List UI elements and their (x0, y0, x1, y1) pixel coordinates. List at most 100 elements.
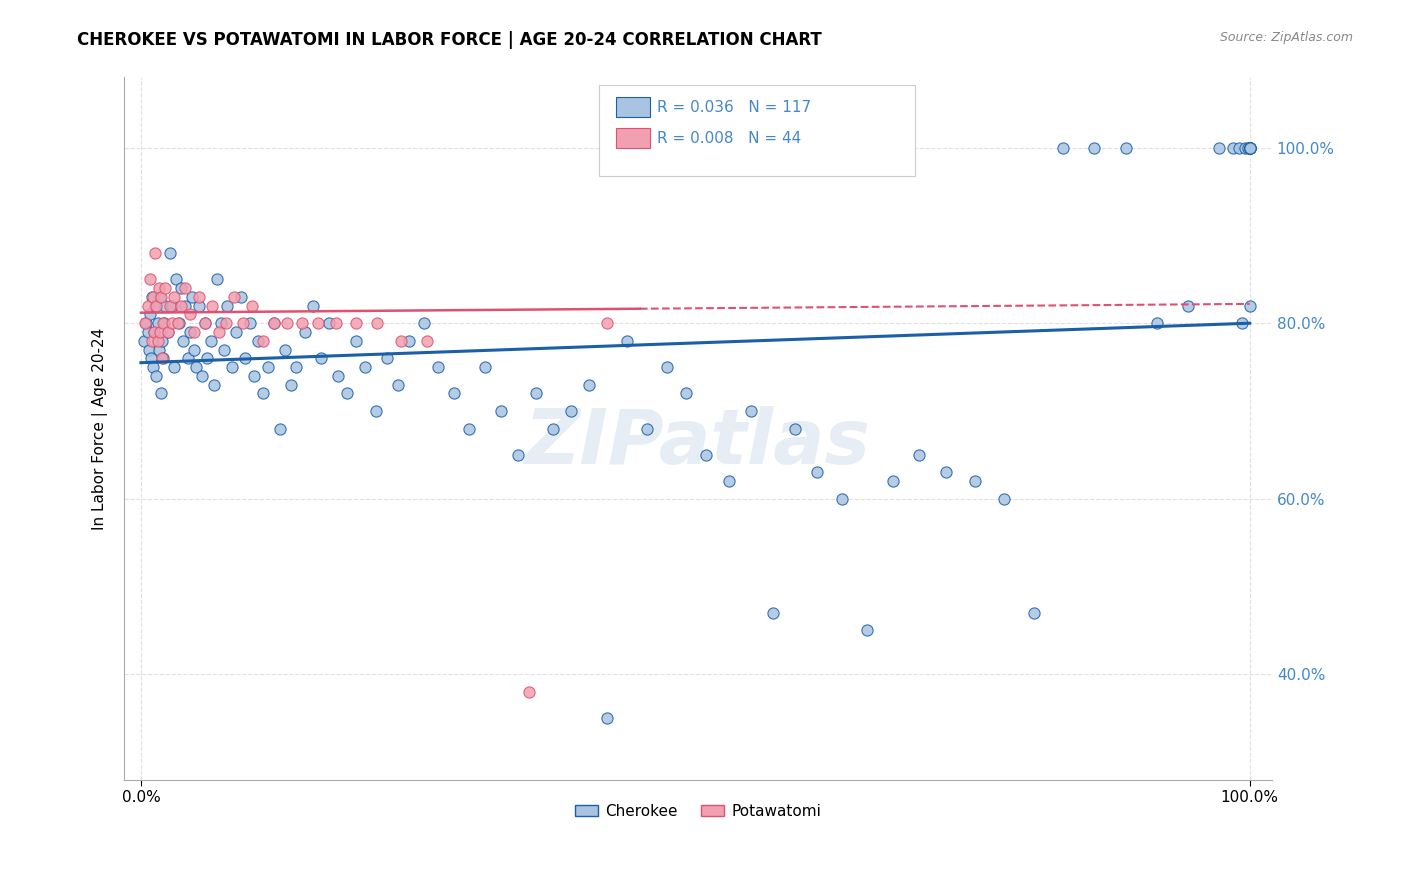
Point (207, 325, 229, 339)
Point (301, 299, 323, 313)
Point (806, 466, 828, 480)
Text: R = 0.008   N = 44: R = 0.008 N = 44 (657, 131, 801, 145)
Point (215, 316, 238, 330)
Point (1239, 141, 1261, 155)
Point (1177, 299, 1199, 313)
Point (252, 386, 274, 401)
Point (762, 606, 785, 620)
Point (146, 316, 169, 330)
Point (143, 325, 166, 339)
Point (221, 360, 243, 375)
Point (1227, 141, 1250, 155)
Point (149, 386, 172, 401)
Point (882, 474, 904, 488)
Point (222, 290, 245, 304)
Point (491, 404, 513, 418)
Point (257, 360, 280, 375)
Point (1239, 141, 1261, 155)
Text: ZIPatlas: ZIPatlas (524, 406, 872, 480)
Point (142, 290, 165, 304)
Point (187, 290, 209, 304)
Point (364, 404, 387, 418)
Point (155, 281, 177, 295)
Point (225, 325, 247, 339)
Point (1146, 316, 1168, 330)
Point (412, 316, 434, 330)
Point (274, 343, 297, 357)
Point (183, 343, 205, 357)
Point (207, 272, 229, 286)
Point (156, 325, 179, 339)
Point (963, 474, 986, 488)
Point (143, 325, 166, 339)
Point (174, 299, 197, 313)
Point (240, 299, 263, 313)
Point (183, 325, 205, 339)
Point (336, 386, 359, 401)
Legend: Cherokee, Potawatomi: Cherokee, Potawatomi (569, 797, 827, 824)
Point (176, 351, 198, 366)
Point (136, 325, 159, 339)
Point (856, 624, 879, 638)
Point (166, 316, 188, 330)
Point (831, 491, 853, 506)
Point (141, 334, 163, 348)
Point (217, 299, 239, 313)
Point (174, 281, 197, 295)
Point (717, 474, 740, 488)
Point (785, 421, 807, 435)
Point (506, 448, 529, 462)
Point (993, 491, 1015, 506)
Point (655, 360, 678, 375)
Point (149, 290, 172, 304)
Point (163, 290, 186, 304)
Point (139, 272, 162, 286)
Point (152, 316, 174, 330)
Point (243, 368, 266, 383)
Point (416, 334, 439, 348)
Point (145, 299, 167, 313)
Point (135, 316, 157, 330)
Point (524, 386, 547, 401)
Point (163, 360, 186, 375)
Text: Source: ZipAtlas.com: Source: ZipAtlas.com (1219, 31, 1353, 45)
Point (391, 334, 413, 348)
Point (201, 299, 224, 313)
Point (179, 325, 201, 339)
Point (1239, 141, 1261, 155)
Point (134, 334, 156, 348)
Point (153, 316, 176, 330)
Point (136, 299, 159, 313)
Point (443, 386, 465, 401)
Y-axis label: In Labor Force | Age 20-24: In Labor Force | Age 20-24 (93, 327, 108, 530)
Point (318, 316, 340, 330)
Point (187, 299, 209, 313)
Point (291, 316, 314, 330)
Point (159, 246, 181, 260)
Point (139, 351, 162, 366)
Point (146, 334, 169, 348)
Point (309, 351, 332, 366)
Point (141, 290, 163, 304)
Point (194, 316, 217, 330)
Point (695, 448, 717, 462)
Point (1022, 606, 1045, 620)
Point (229, 290, 252, 304)
Point (1083, 141, 1105, 155)
Point (143, 299, 166, 313)
Point (354, 360, 377, 375)
Point (209, 316, 232, 330)
Point (1230, 316, 1253, 330)
Point (1222, 141, 1244, 155)
Point (145, 368, 167, 383)
Point (935, 466, 957, 480)
Point (148, 343, 170, 357)
Point (560, 404, 582, 418)
Point (285, 360, 308, 375)
Point (1239, 141, 1261, 155)
Point (1208, 141, 1230, 155)
Point (191, 368, 214, 383)
Point (155, 299, 177, 313)
Point (252, 334, 274, 348)
Point (160, 316, 183, 330)
